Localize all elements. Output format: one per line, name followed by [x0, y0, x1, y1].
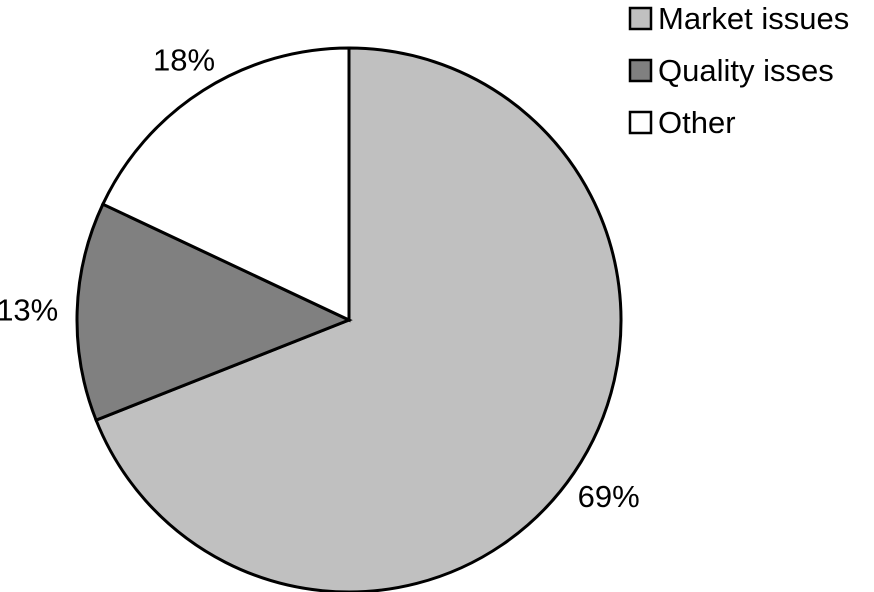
data-label-market-issues: 69%	[578, 479, 640, 514]
legend-label-other: Other	[658, 105, 736, 140]
data-label-other: 18%	[153, 42, 215, 77]
legend-swatch-quality-isses	[628, 58, 653, 83]
pie-slice-quality-isses	[75, 202, 353, 423]
legend-label-quality-isses: Quality isses	[658, 53, 834, 88]
pie-data-labels: 69% 13% 18%	[0, 42, 640, 514]
legend-swatch-other	[628, 110, 653, 135]
pie-slices	[75, 46, 623, 592]
legend-label-market-issues: Market issues	[658, 1, 849, 36]
legend-swatch-market-issues	[628, 6, 653, 31]
pie-slice-other	[100, 46, 351, 323]
data-label-quality-isses: 13%	[0, 292, 58, 327]
pie-slice-market-issues	[94, 46, 623, 592]
legend: Market issues Quality isses Other	[628, 1, 849, 140]
